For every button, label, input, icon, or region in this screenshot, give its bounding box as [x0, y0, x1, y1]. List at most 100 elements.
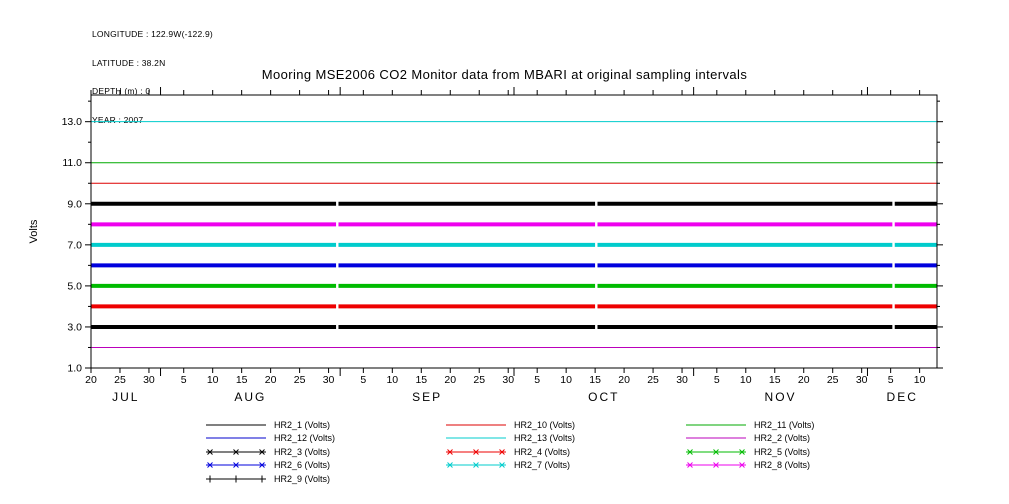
- data-gap-marker: [595, 283, 598, 289]
- y-tick-label: 7.0: [67, 239, 82, 251]
- x-tick-label: 30: [856, 374, 868, 386]
- data-gap-marker: [595, 242, 598, 248]
- x-tick-label: 15: [769, 374, 781, 386]
- legend-entry-HR2_7: HR2_7 (Volts): [445, 459, 570, 471]
- x-tick-label: 30: [323, 374, 335, 386]
- legend-swatch: [446, 462, 506, 469]
- y-tick-label: 5.0: [67, 280, 82, 292]
- legend-swatch: [206, 448, 266, 455]
- series-lines: [91, 121, 937, 369]
- metadata-latitude: LATITUDE : 38.2N: [92, 57, 166, 68]
- legend-label: HR2_1 (Volts): [274, 420, 331, 430]
- month-label: DEC: [887, 390, 918, 404]
- y-tick-label: 9.0: [67, 198, 82, 210]
- x-tick-label: 20: [444, 374, 456, 386]
- metadata-block: LONGITUDE : 122.9W(-122.9) LATITUDE : 38…: [92, 11, 213, 144]
- data-gap-marker: [892, 221, 895, 227]
- data-gap-marker: [595, 324, 598, 330]
- legend-label: HR2_5 (Volts): [754, 446, 811, 457]
- x-tick-label: 20: [265, 374, 277, 386]
- legend-entry-HR2_9: HR2_9 (Volts): [205, 473, 330, 485]
- legend-swatch: [686, 424, 746, 426]
- data-gap-marker: [336, 303, 339, 310]
- data-gap-marker: [336, 283, 339, 289]
- data-gap-marker: [336, 262, 339, 268]
- x-tick-label: 10: [740, 374, 752, 386]
- x-tick-label: 20: [618, 374, 630, 386]
- legend-label: HR2_4 (Volts): [514, 446, 571, 457]
- legend-label: HR2_9 (Volts): [274, 473, 331, 484]
- legend-entry-HR2_11: HR2_11 (Volts): [685, 419, 814, 431]
- legend-label: HR2_10 (Volts): [514, 420, 576, 430]
- metadata-longitude: LONGITUDE : 122.9W(-122.9): [92, 29, 213, 39]
- x-tick-label: 15: [589, 374, 601, 386]
- legend-label: HR2_7 (Volts): [514, 460, 571, 471]
- legend-label: HR2_6 (Volts): [274, 460, 331, 471]
- x-tick-label: 30: [143, 374, 155, 386]
- data-gap-marker: [595, 221, 598, 227]
- x-tick-label: 30: [676, 374, 688, 386]
- x-tick-label: 15: [415, 374, 427, 386]
- month-label: AUG: [234, 390, 266, 404]
- data-gap-marker: [595, 262, 598, 268]
- x-axis: 20 25 30 JUL 5 10 15 20 25 30 AUG 5 10 15 20 25 30 SEP 5 10…: [85, 87, 926, 404]
- legend-label: HR2_2 (Volts): [754, 433, 811, 444]
- x-tick-label: 30: [502, 374, 514, 386]
- legend-entry-HR2_10: HR2_10 (Volts): [445, 419, 575, 431]
- x-tick-label: 25: [294, 374, 306, 386]
- x-tick-label: 10: [560, 374, 572, 386]
- data-gap-marker: [336, 201, 339, 207]
- y-tick-label: 13.0: [62, 116, 83, 128]
- x-tick-label: 5: [714, 374, 720, 386]
- data-gap-marker: [336, 242, 339, 248]
- x-tick-label: 15: [236, 374, 248, 386]
- legend-swatch: [446, 437, 506, 439]
- legend-swatch: [206, 437, 266, 439]
- month-label: JUL: [112, 390, 139, 404]
- legend-label: HR2_8 (Volts): [754, 460, 811, 471]
- month-label: OCT: [588, 390, 619, 404]
- legend-entry-HR2_2: HR2_2 (Volts): [685, 432, 810, 444]
- legend-entry-HR2_8: HR2_8 (Volts): [685, 459, 810, 471]
- x-tick-label: 25: [114, 374, 126, 386]
- data-gap-marker: [595, 303, 598, 310]
- data-gap-marker: [892, 283, 895, 289]
- month-label: SEP: [412, 390, 442, 404]
- x-tick-label: 10: [207, 374, 219, 386]
- x-tick-label: 25: [827, 374, 839, 386]
- x-tick-label: 25: [647, 374, 659, 386]
- legend-entry-HR2_3: HR2_3 (Volts): [205, 446, 330, 458]
- x-tick-label: 10: [914, 374, 926, 386]
- legend-entry-HR2_6: HR2_6 (Volts): [205, 459, 330, 471]
- metadata-year: YEAR : 2007: [92, 114, 144, 125]
- data-gap-marker: [892, 324, 895, 330]
- data-gap-marker: [892, 262, 895, 268]
- data-gap-marker: [892, 242, 895, 248]
- y-axis: 1.0 3.0 5.0 7.0 9.0 11.0 13.0: [62, 100, 943, 375]
- data-gap-marker: [892, 201, 895, 207]
- chart-title: Mooring MSE2006 CO2 Monitor data from MB…: [261, 67, 748, 82]
- x-tick-label: 5: [888, 374, 894, 386]
- legend-entry-HR2_13: HR2_13 (Volts): [445, 432, 575, 444]
- legend-swatch: [206, 424, 266, 426]
- x-tick-label: 5: [181, 374, 187, 386]
- legend-swatch: [686, 437, 746, 439]
- legend-swatch: [446, 424, 506, 426]
- legend-entry-HR2_12: HR2_12 (Volts): [205, 432, 335, 444]
- legend-label: HR2_3 (Volts): [274, 446, 331, 457]
- y-tick-label: 3.0: [67, 321, 82, 333]
- legend-label: HR2_11 (Volts): [754, 420, 815, 430]
- legend-swatch: [686, 462, 746, 469]
- legend-entry-HR2_5: HR2_5 (Volts): [685, 446, 810, 458]
- data-gap-marker: [336, 221, 339, 227]
- x-tick-label: 5: [360, 374, 366, 386]
- legend-swatch: [206, 462, 266, 469]
- legend-entry-HR2_1: HR2_1 (Volts): [205, 419, 330, 431]
- x-tick-label: 20: [85, 374, 97, 386]
- data-gap-marker: [336, 324, 339, 330]
- legend-swatch: [206, 475, 266, 483]
- y-axis-title: Volts: [28, 219, 40, 243]
- y-tick-label: 11.0: [62, 157, 82, 169]
